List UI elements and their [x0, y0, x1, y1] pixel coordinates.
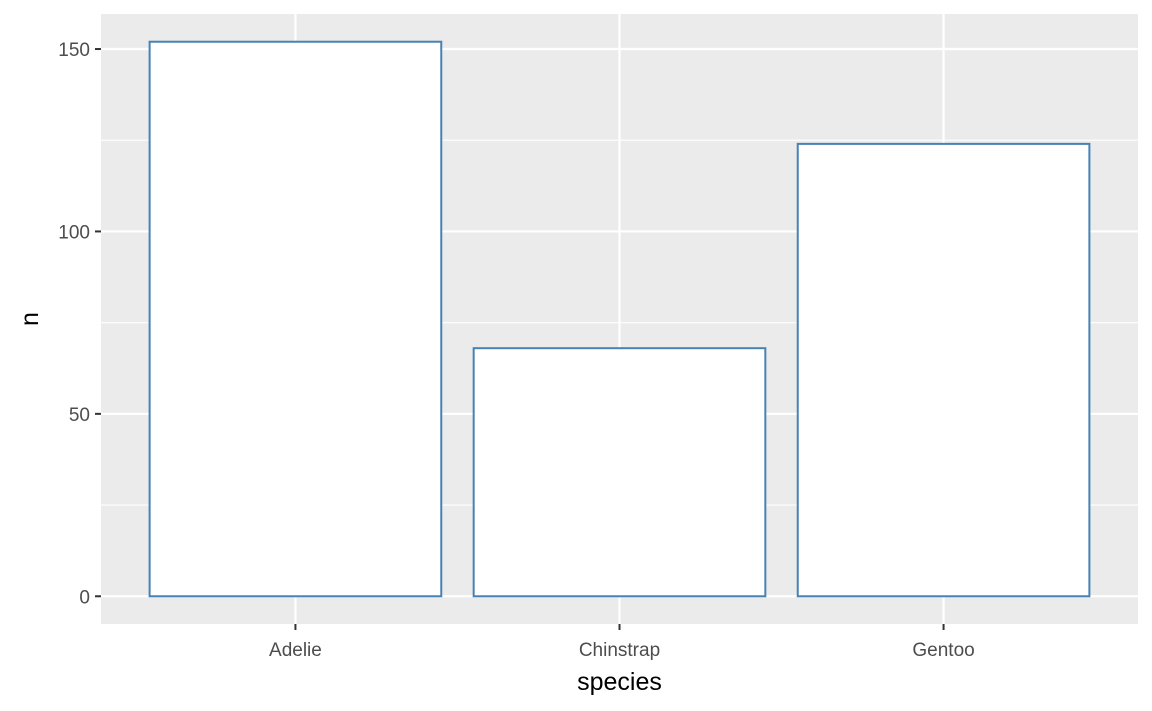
y-axis-title: n	[16, 312, 44, 326]
x-tick-label: Chinstrap	[579, 640, 660, 661]
x-axis-title: species	[577, 668, 662, 696]
x-tick-label: Gentoo	[912, 640, 974, 661]
x-tick-label: Adelie	[269, 640, 322, 661]
y-tick-label: 50	[69, 405, 90, 426]
y-tick-label: 150	[58, 40, 90, 61]
x-axis-ticks	[294, 624, 945, 630]
x-axis-tick-labels: Adelie Chinstrap Gentoo	[269, 640, 975, 661]
y-tick-label: 0	[79, 587, 90, 608]
bar-gentoo	[796, 142, 1091, 598]
y-axis-ticks	[95, 48, 101, 598]
y-tick-label: 100	[58, 222, 90, 243]
bar-chinstrap	[472, 347, 767, 598]
bars	[148, 40, 1091, 598]
bar-adelie	[148, 40, 443, 598]
y-axis-tick-labels: 0 50 100 150	[58, 40, 90, 608]
